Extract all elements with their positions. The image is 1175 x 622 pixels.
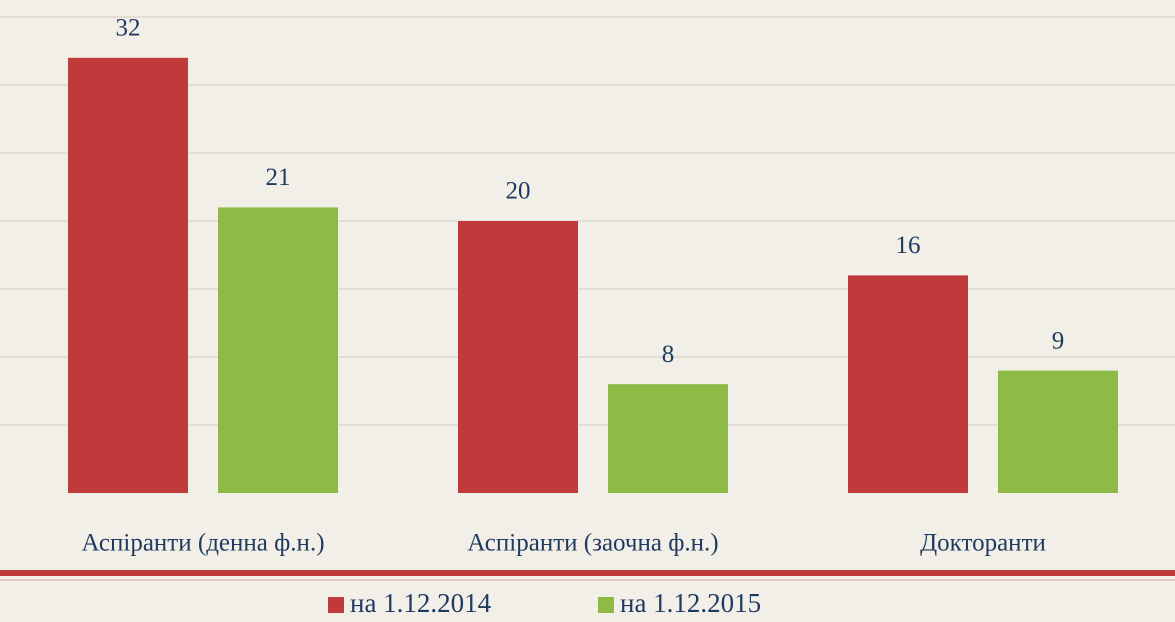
x-tick-label: Докторанти [920, 530, 1046, 557]
data-label: 8 [662, 341, 675, 368]
legend-swatch [328, 597, 344, 613]
bar [218, 207, 338, 493]
bar [998, 370, 1118, 493]
data-label: 9 [1052, 327, 1065, 354]
bar [848, 275, 968, 493]
legend-label: на 1.12.2015 [620, 588, 761, 618]
x-tick-label: Аспіранти (денна ф.н.) [81, 530, 324, 557]
data-label: 32 [116, 15, 141, 42]
legend-label: на 1.12.2014 [350, 588, 492, 618]
bar [68, 57, 188, 494]
data-label: 21 [266, 164, 291, 191]
data-label: 20 [506, 178, 531, 205]
legend-swatch [598, 597, 614, 613]
bar [608, 384, 728, 493]
x-tick-label: Аспіранти (заочна ф.н.) [467, 530, 718, 557]
bar [458, 221, 578, 493]
data-label: 16 [896, 232, 921, 259]
